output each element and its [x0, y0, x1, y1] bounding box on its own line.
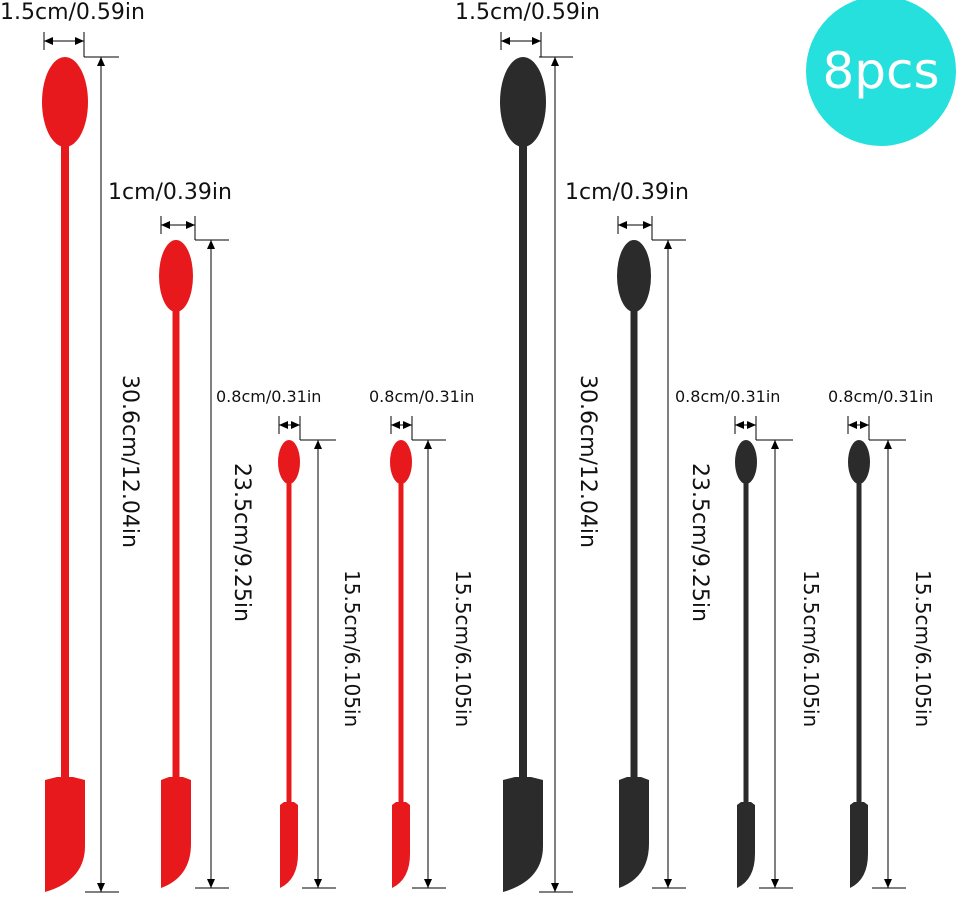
- spatula-blade: [850, 802, 868, 888]
- width-label: 1cm/0.39in: [565, 180, 689, 205]
- spoon-head: [848, 440, 870, 484]
- spatula-red: [390, 416, 446, 889]
- spoon-head: [500, 57, 546, 147]
- spoon-head: [42, 57, 88, 147]
- spatula-blade: [161, 777, 191, 888]
- length-label: 23.5cm/9.25in: [229, 463, 254, 622]
- length-label: 23.5cm/9.25in: [687, 463, 712, 622]
- handle: [856, 475, 862, 804]
- handle: [398, 475, 404, 804]
- count-badge: 8pcs: [806, 0, 956, 146]
- spoon-head: [278, 440, 300, 484]
- spatula-black: [734, 416, 793, 889]
- width-label: 1cm/0.39in: [108, 180, 232, 205]
- handle: [743, 475, 749, 804]
- length-label: 30.6cm/12.04in: [575, 375, 600, 548]
- spoon-head: [735, 440, 757, 484]
- width-label: 0.8cm/0.31in: [828, 387, 934, 406]
- width-label: 0.8cm/0.31in: [216, 387, 322, 406]
- length-label: 15.5cm/6.105in: [451, 570, 475, 728]
- handle: [61, 129, 69, 779]
- width-label: 1.5cm/0.59in: [0, 0, 145, 25]
- count-badge-text: 8pcs: [822, 42, 940, 100]
- handle: [519, 129, 527, 779]
- spatula-blade: [45, 777, 85, 892]
- handle: [172, 297, 180, 779]
- length-label: 15.5cm/6.105in: [799, 570, 823, 728]
- handle: [630, 297, 638, 779]
- spatula-blade: [619, 777, 649, 888]
- spatula-red: [159, 216, 229, 889]
- spoon-head: [617, 240, 651, 312]
- width-label: 0.8cm/0.31in: [675, 387, 781, 406]
- length-label: 15.5cm/6.105in: [911, 570, 935, 728]
- spatula-blade: [503, 777, 543, 892]
- spoon-head: [390, 440, 412, 484]
- spatula-black: [500, 32, 573, 893]
- width-label: 0.8cm/0.31in: [369, 387, 475, 406]
- spoon-head: [159, 240, 193, 312]
- width-label: 1.5cm/0.59in: [455, 0, 600, 25]
- spatula-blade: [737, 802, 755, 888]
- spatula-red: [42, 32, 119, 893]
- length-label: 15.5cm/6.105in: [340, 570, 364, 728]
- spatula-black: [847, 416, 906, 889]
- handle: [286, 475, 292, 804]
- spatula-blade: [280, 802, 298, 888]
- spatula-red: [278, 416, 336, 889]
- spatula-black: [617, 216, 686, 889]
- length-label: 30.6cm/12.04in: [117, 375, 142, 548]
- spatula-blade: [392, 802, 410, 888]
